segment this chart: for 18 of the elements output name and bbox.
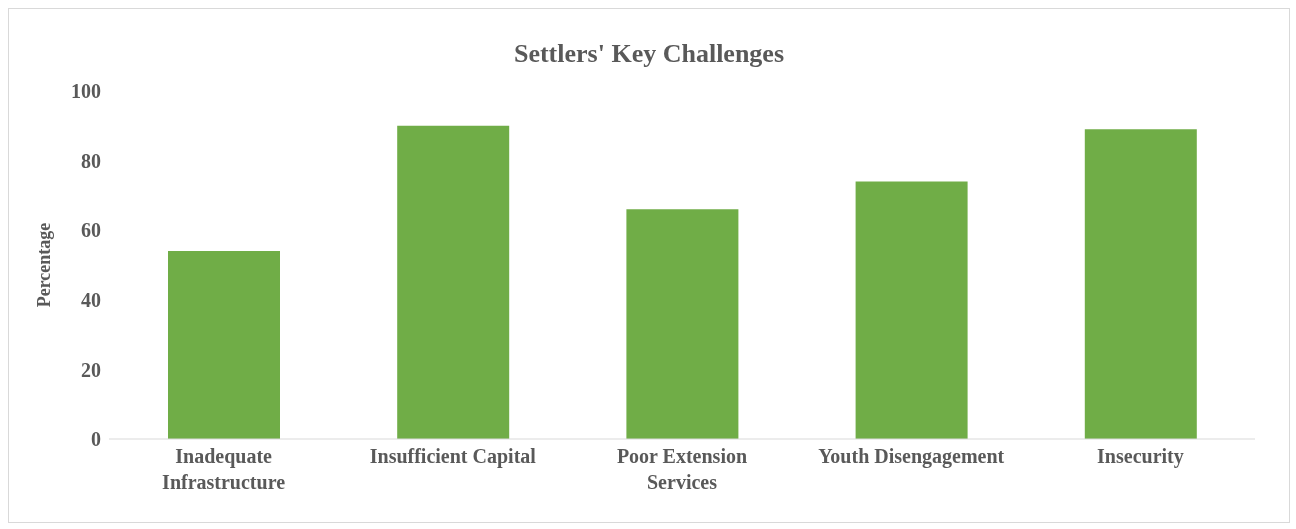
bar [1084,129,1197,439]
y-axis-title: Percentage [34,222,55,308]
bar [626,209,739,439]
y-tick-label: 20 [81,358,101,381]
x-tick-label: Insufficient Capital [369,445,537,468]
x-tick-label: Inadequate Infrastructure [162,445,286,493]
bar [168,251,280,439]
y-tick-label: 0 [91,428,101,451]
x-tick-label: Insecurity [1097,445,1184,468]
y-tick-label: 60 [81,219,101,242]
bar [855,181,968,439]
chart-title: Settlers' Key Challenges [512,39,786,70]
bar [397,125,510,439]
x-tick-label: Youth Disengagement [818,445,1005,468]
y-tick-label: 40 [81,288,101,311]
x-tick-label: Poor Extension Services [616,445,748,493]
y-tick-label: 80 [81,149,101,172]
y-tick-label: 100 [71,80,101,103]
